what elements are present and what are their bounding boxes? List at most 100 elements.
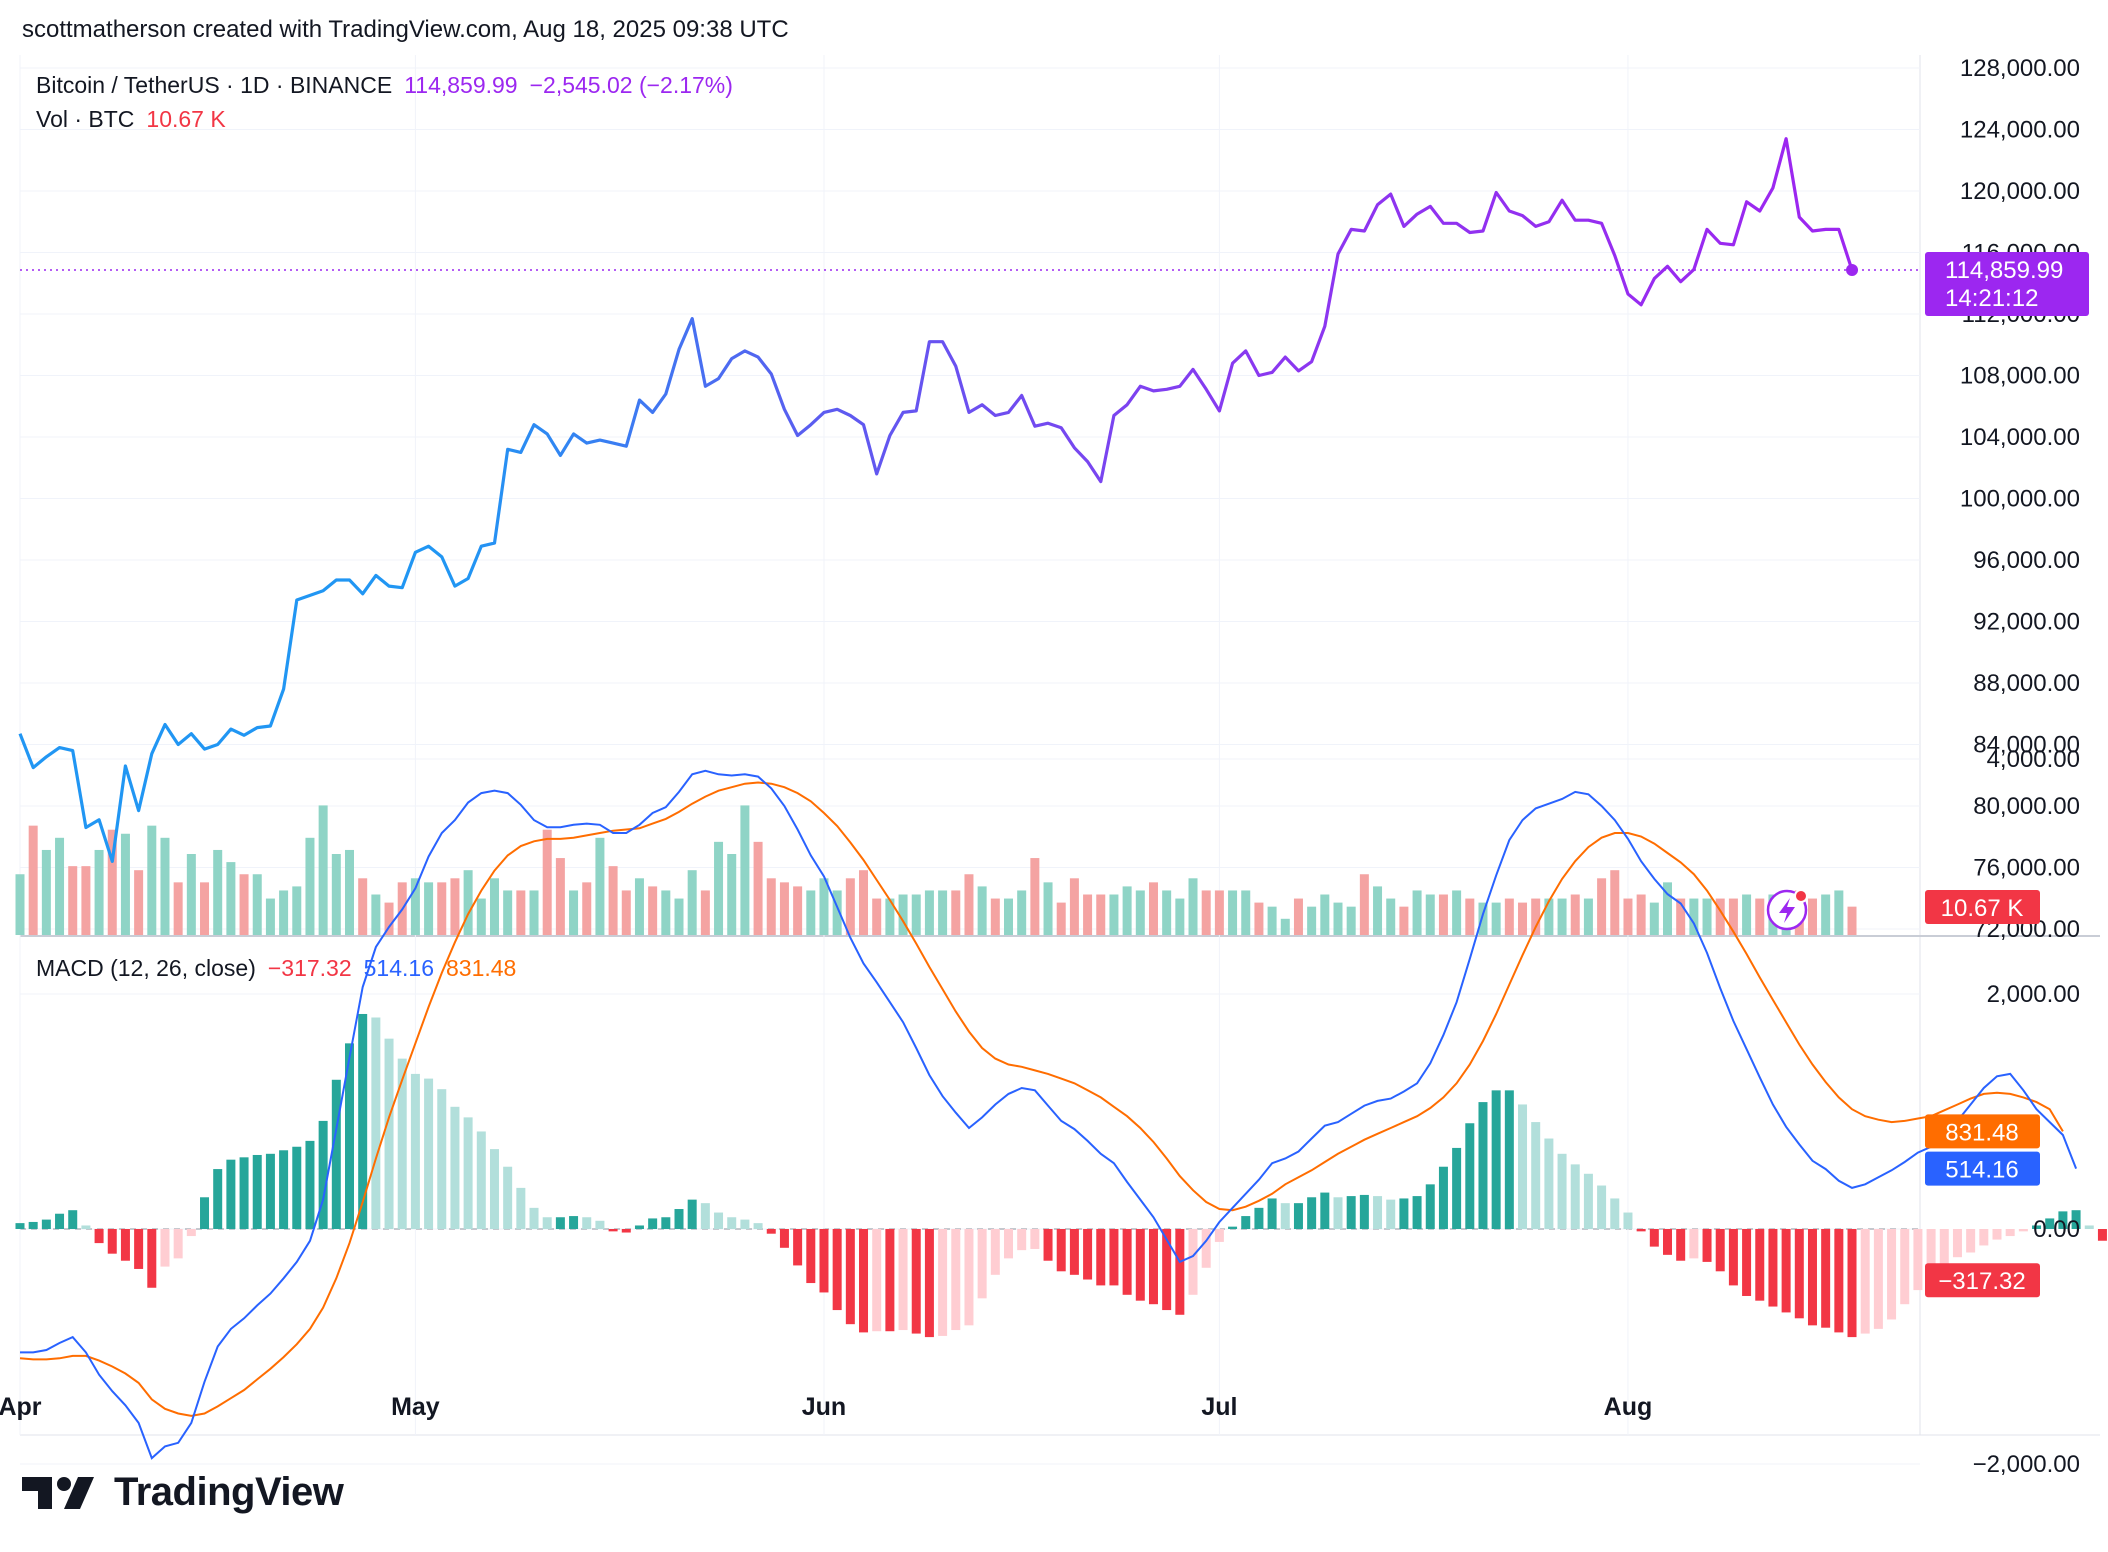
volume-bar <box>1175 898 1185 935</box>
volume-bar <box>318 805 328 935</box>
macd-histogram-bar <box>1807 1229 1817 1326</box>
macd-signal-line <box>19 781 2064 1417</box>
volume-label[interactable]: Vol · BTC <box>36 106 135 132</box>
volume-bar <box>569 890 579 935</box>
macd-histogram-bar <box>687 1199 697 1229</box>
macd-legend[interactable]: MACD (12, 26, close) −317.32 514.16 831.48 <box>36 955 516 982</box>
macd-histogram-bar <box>1069 1229 1079 1275</box>
macd-histogram-bar <box>239 1157 249 1229</box>
volume-bar <box>1438 894 1448 935</box>
last-price-tag <box>1925 252 2089 317</box>
histogram-tag-text: −317.32 <box>1938 1268 2025 1295</box>
volume-legend[interactable]: Vol · BTC 10.67 K <box>36 106 226 133</box>
volume-bar <box>292 886 302 935</box>
volume-bar <box>806 890 816 935</box>
macd-tick-label: 4,000.00 <box>1987 746 2080 773</box>
macd-histogram-bar <box>1966 1229 1976 1253</box>
volume-bar <box>1821 894 1831 935</box>
macd-histogram-bar <box>94 1229 104 1244</box>
macd-histogram-bar <box>1939 1229 1949 1266</box>
macd-histogram-bar <box>1307 1197 1317 1229</box>
macd-histogram-bar <box>1794 1229 1804 1319</box>
macd-histogram-bar <box>727 1217 737 1229</box>
tradingview-logo[interactable]: TradingView <box>22 1470 344 1515</box>
volume-bar <box>1333 902 1343 935</box>
volume-bar <box>1056 902 1066 935</box>
macd-histogram-bar <box>15 1223 25 1229</box>
volume-bar <box>371 894 381 935</box>
chart-credit: scottmatherson created with TradingView.… <box>22 16 789 43</box>
macd-histogram-bar <box>345 1043 354 1229</box>
price-line <box>18 137 1854 864</box>
macd-histogram-bar <box>542 1217 552 1229</box>
macd-histogram-bar <box>1952 1229 1962 1258</box>
volume-bar <box>1188 878 1198 935</box>
flash-icon-badge <box>1794 889 1808 903</box>
volume-bar <box>279 890 289 935</box>
volume-bar <box>1359 874 1369 935</box>
volume-bar <box>1004 898 1013 935</box>
macd-histogram-bar <box>226 1159 236 1229</box>
volume-bar <box>898 894 908 935</box>
volume-bar <box>1307 906 1317 935</box>
symbol-name[interactable]: Bitcoin / TetherUS · 1D · BINANCE <box>36 72 393 98</box>
volume-bar <box>384 902 394 935</box>
macd-histogram-bar <box>1768 1229 1778 1307</box>
volume-bar <box>1728 898 1738 935</box>
last-price-dot <box>1846 264 1859 277</box>
macd-histogram-bar <box>740 1219 750 1229</box>
volume-bar <box>1452 890 1462 935</box>
macd-histogram-bar <box>1241 1216 1251 1229</box>
volume-bar <box>845 878 855 935</box>
volume-bar <box>977 886 987 935</box>
macd-histogram-bar <box>1781 1229 1791 1313</box>
macd-histogram-bar <box>1873 1229 1883 1329</box>
volume-bar <box>595 837 605 935</box>
volume-bar <box>28 825 38 935</box>
price-tick-label: 76,000.00 <box>1973 855 2080 882</box>
tradingview-logo-icon <box>22 1476 94 1509</box>
macd-histogram-bar <box>1017 1229 1027 1251</box>
macd-histogram-bar <box>700 1203 710 1229</box>
macd-histogram-bar <box>1162 1229 1172 1311</box>
macd-histogram-bar <box>200 1197 210 1229</box>
macd-histogram-bar <box>845 1229 855 1325</box>
macd-hist-value: −317.32 <box>267 955 352 981</box>
macd-histogram-bar <box>292 1146 302 1229</box>
last-price-tag-text: 114,859.99 <box>1945 257 2063 284</box>
volume-bar <box>489 878 499 935</box>
macd-histogram-bar <box>358 1013 368 1229</box>
volume-bar <box>924 890 934 935</box>
macd-histogram-bar <box>1504 1090 1514 1229</box>
volume-bar <box>81 866 91 935</box>
volume-bar <box>1807 898 1817 935</box>
macd-histogram-bar <box>1610 1198 1620 1229</box>
macd-label[interactable]: MACD (12, 26, close) <box>36 955 256 981</box>
volume-bar <box>1386 898 1396 935</box>
macd-histogram-bar <box>885 1229 895 1332</box>
price-tick-label: 120,000.00 <box>1960 178 2080 205</box>
macd-histogram-bar <box>872 1229 882 1332</box>
macd-histogram-bar <box>1254 1207 1264 1229</box>
macd-histogram-bar <box>213 1169 223 1229</box>
volume-bar <box>200 882 210 935</box>
macd-histogram-bar <box>621 1229 631 1233</box>
volume-bar <box>964 874 974 935</box>
symbol-legend[interactable]: Bitcoin / TetherUS · 1D · BINANCE 114,859… <box>36 72 733 99</box>
macd-histogram-bar <box>569 1216 579 1229</box>
time-tick-label: Aug <box>1604 1393 1653 1421</box>
volume-bar <box>358 878 368 935</box>
volume-bar <box>1280 918 1290 935</box>
macd-tag <box>1925 1151 2040 1186</box>
macd-histogram-bar <box>331 1079 341 1229</box>
macd-histogram-bar <box>1715 1229 1725 1272</box>
price-tick-label: 92,000.00 <box>1973 609 2080 636</box>
macd-histogram-bar <box>793 1229 803 1266</box>
macd-histogram-bar <box>1412 1196 1422 1229</box>
macd-histogram-bar <box>397 1058 407 1229</box>
macd-histogram-bar <box>595 1220 605 1229</box>
price-tick-label: 128,000.00 <box>1960 55 2080 82</box>
macd-histogram-bar <box>1359 1194 1369 1229</box>
volume-bar <box>648 886 658 935</box>
